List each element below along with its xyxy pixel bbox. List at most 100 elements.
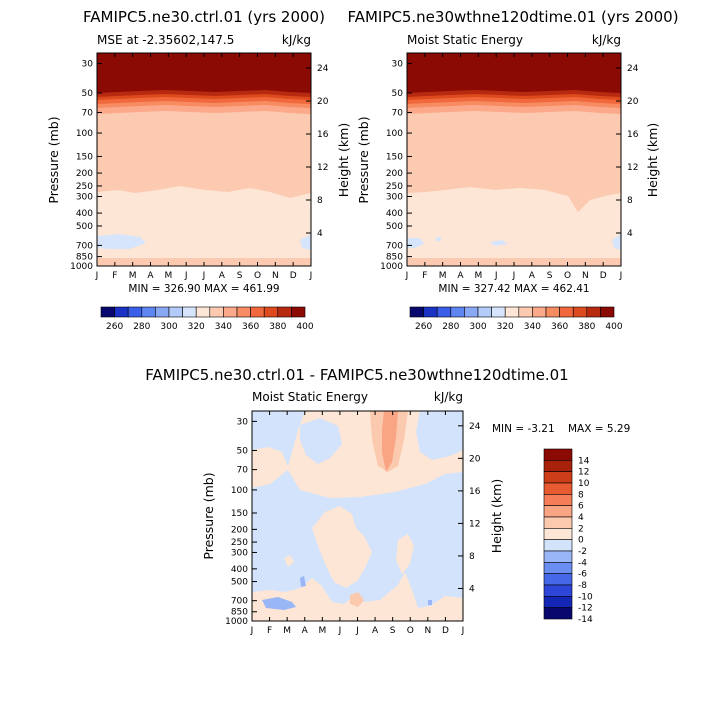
colorbar-label: 360 [551, 322, 568, 332]
x-tick-label: A [219, 271, 226, 281]
x-tick-label: J [512, 271, 516, 281]
x-tick-label: J [461, 626, 465, 636]
mse-low-patch-right [612, 234, 621, 250]
y-tick-label-pressure: 700 [386, 241, 403, 251]
mse-band-390-400 [97, 53, 311, 93]
colorbar-swatch [423, 306, 438, 318]
subtitle-top-right: Moist Static Energy [407, 33, 523, 47]
colorbar-label: 380 [578, 322, 595, 332]
panel-bottom: FAMIPC5.ne30.ctrl.01 - FAMIPC5.ne30wthne… [145, 366, 630, 636]
colorbar-label: 360 [242, 322, 259, 332]
x-tick-label: J [95, 271, 99, 281]
x-tick-label: J [619, 271, 623, 281]
colorbar-swatch [250, 306, 265, 318]
y-tick-label-pressure: 250 [386, 182, 403, 192]
y-tick-label-pressure: 50 [237, 446, 249, 456]
x-tick-label: M [318, 626, 326, 636]
colorbar-label: -12 [578, 604, 593, 614]
colorbar-label: 12 [578, 468, 589, 478]
y-tick-label-pressure: 250 [76, 182, 93, 192]
colorbar-swatch [532, 306, 547, 318]
x-tick-label: J [338, 626, 342, 636]
diff-band-2-to-4-low [350, 592, 364, 607]
colorbar-label: 340 [524, 322, 541, 332]
minmax-bottom-max: MAX = 5.29 [568, 423, 630, 435]
x-tick-label: F [422, 271, 427, 281]
axes-bottom: J F M A M J J A S O N D J305070100150200250300400500… [225, 411, 481, 636]
y-tick-label-pressure: 200 [386, 169, 403, 179]
y-tick-label-height: 16 [627, 130, 639, 140]
colorbar-label: 260 [106, 322, 123, 332]
y-tick-label-pressure: 30 [392, 60, 404, 70]
subtitle-bottom: Moist Static Energy [252, 390, 368, 404]
x-tick-label: O [254, 271, 261, 281]
colorbar-swatch [409, 306, 424, 318]
panel-top-right: FAMIPC5.ne30wthne120dtime.01 (yrs 2000) … [347, 8, 678, 332]
units-top-left: kJ/kg [282, 33, 311, 47]
y-tick-label-height: 8 [317, 196, 323, 206]
colorbar-label: -14 [578, 615, 593, 625]
y-tick-label-pressure: 700 [76, 241, 93, 251]
diff-band-0-to-2-right [396, 534, 414, 574]
y-tick-label-pressure: 850 [231, 608, 248, 618]
x-tick-label: A [302, 626, 309, 636]
ylabel-pressure-top-right: Pressure (mb) [356, 116, 371, 203]
y-tick-label-height: 20 [317, 97, 329, 107]
y-tick-label-pressure: 1000 [225, 617, 248, 627]
x-tick-label: S [237, 271, 243, 281]
x-tick-label: J [405, 271, 409, 281]
x-tick-label: A [457, 271, 464, 281]
y-tick-label-pressure: 850 [386, 253, 403, 263]
diff-band-minus2-to-0-upperright [416, 411, 463, 460]
mse-low-patch-left [97, 234, 146, 249]
colorbar-top-left: 260 280 300 320 340 360 380 400 [100, 306, 314, 332]
x-tick-label: S [547, 271, 553, 281]
colorbar-swatch [543, 528, 573, 540]
x-tick-label: N [582, 271, 589, 281]
colorbar-label: 400 [296, 322, 313, 332]
y-tick-label-pressure: 150 [231, 509, 248, 519]
ylabel-pressure-top-left: Pressure (mb) [46, 116, 61, 203]
units-bottom: kJ/kg [434, 390, 463, 404]
colorbar-label: -10 [578, 592, 593, 602]
title-bottom: FAMIPC5.ne30.ctrl.01 - FAMIPC5.ne30wthne… [145, 366, 568, 384]
y-tick-label-pressure: 70 [392, 108, 404, 118]
colorbar-label: 340 [215, 322, 232, 332]
colorbar-swatch [195, 306, 211, 318]
y-tick-label-pressure: 30 [82, 60, 94, 70]
y-tick-label-pressure: 100 [386, 129, 403, 139]
y-tick-label-pressure: 70 [237, 466, 249, 476]
y-tick-label-pressure: 1000 [70, 262, 93, 272]
diff-band-minus4-dot [300, 576, 306, 587]
y-tick-label-pressure: 100 [231, 486, 248, 496]
x-tick-label: O [564, 271, 571, 281]
y-tick-label-pressure: 50 [392, 89, 404, 99]
y-tick-label-height: 16 [317, 130, 329, 140]
colorbar-label: 380 [269, 322, 286, 332]
colorbar-swatch [545, 306, 560, 318]
colorbar-swatch [100, 306, 115, 318]
colorbar-swatch [464, 306, 479, 318]
title-top-right: FAMIPC5.ne30wthne120dtime.01 (yrs 2000) [347, 8, 678, 26]
x-tick-label: F [112, 271, 117, 281]
y-tick-label-pressure: 200 [231, 525, 248, 535]
minmax-top-right: MIN = 327.42 MAX = 462.41 [438, 283, 589, 295]
colorbar-swatch [127, 306, 143, 318]
colorbar-swatch [236, 306, 251, 318]
subtitle-top-left: MSE at -2.35602,147.5 [97, 33, 234, 47]
x-tick-label: A [529, 271, 536, 281]
contour-fill-bottom [252, 411, 463, 621]
x-tick-label: M [439, 271, 447, 281]
x-tick-label: D [600, 271, 607, 281]
y-tick-label-height: 20 [469, 454, 481, 464]
x-tick-label: J [355, 626, 359, 636]
y-tick-label-height: 12 [627, 163, 638, 173]
colorbar-swatch [543, 607, 573, 620]
colorbar-swatch [543, 596, 573, 608]
ylabel-pressure-bottom: Pressure (mb) [201, 472, 216, 559]
mse-low-patch-dot [436, 237, 441, 241]
panel-top-left: FAMIPC5.ne30.ctrl.01 (yrs 2000) MSE at -… [46, 8, 351, 332]
colorbar-swatch [543, 471, 573, 484]
y-tick-label-pressure: 850 [76, 253, 93, 263]
